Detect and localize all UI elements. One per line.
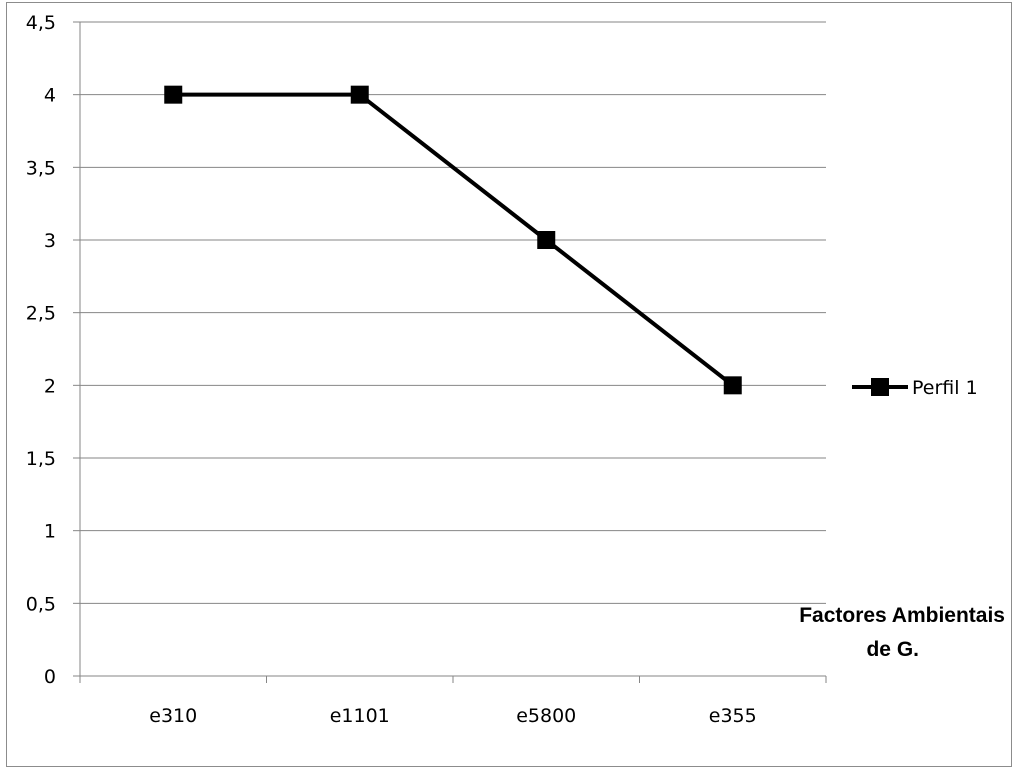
data-point xyxy=(350,85,369,104)
axes xyxy=(73,21,827,683)
x-tick-label: e310 xyxy=(149,705,197,727)
y-tick-label: 3 xyxy=(44,230,56,252)
y-tick-label: 0 xyxy=(44,666,56,688)
x-axis-title-line-2: de G. xyxy=(866,638,919,661)
data-point xyxy=(723,376,742,395)
x-tick-label: e355 xyxy=(709,705,757,727)
y-tick-label: 3,5 xyxy=(26,157,56,179)
x-tick-label: e5800 xyxy=(516,705,576,727)
data-point xyxy=(164,85,183,104)
y-tick-label: 0,5 xyxy=(26,593,56,615)
data-point xyxy=(537,231,556,249)
legend-label: Perfil 1 xyxy=(912,377,978,399)
series-line xyxy=(173,92,734,387)
y-tick-label: 1,5 xyxy=(26,448,56,470)
chart-frame xyxy=(6,2,1012,767)
gridlines xyxy=(80,21,826,604)
x-tick-labels: e310 e1101 e5800 e355 xyxy=(149,705,756,727)
x-axis-title-line-1: Factores Ambientais xyxy=(799,604,1005,627)
y-tick-label: 4 xyxy=(44,85,56,107)
y-tick-label: 2 xyxy=(44,375,56,397)
y-tick-labels: 0 0,5 1 1,5 2 2,5 3 3,5 4 4,5 xyxy=(26,12,56,688)
x-tick-label: e1101 xyxy=(330,705,390,727)
x-axis-title: Factores Ambientais de G. xyxy=(799,604,1005,661)
y-tick-label: 1 xyxy=(44,521,56,543)
y-tick-label: 4,5 xyxy=(26,12,56,34)
series-perfil-1 xyxy=(164,85,742,395)
legend-marker-swatch xyxy=(871,378,889,396)
y-tick-label: 2,5 xyxy=(26,303,56,325)
legend: Perfil 1 xyxy=(852,377,978,399)
